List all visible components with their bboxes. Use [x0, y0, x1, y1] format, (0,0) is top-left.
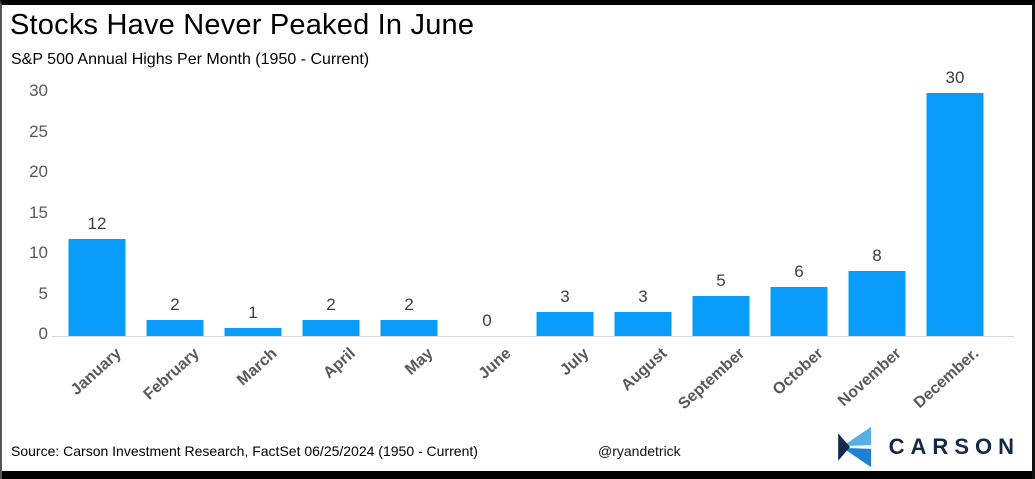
x-axis-label: June: [475, 345, 515, 383]
carson-logo-icon: [837, 426, 871, 468]
bar-value-label: 3: [560, 286, 570, 306]
chart-subtitle: S&P 500 Annual Highs Per Month (1950 - C…: [11, 51, 370, 68]
bottom-black-bar: [2, 471, 1032, 479]
x-axis-line: [52, 336, 1014, 337]
bar-september: [692, 295, 750, 336]
x-axis-label: February: [140, 345, 203, 404]
bar-march: [224, 327, 282, 336]
bar-december: [926, 93, 984, 336]
bar-july: [536, 311, 594, 336]
bar-slot: 2 February: [136, 93, 214, 403]
y-tick-label: 0: [38, 324, 48, 343]
bar-slot: 8 November: [835, 93, 916, 410]
y-tick-label: 25: [29, 121, 48, 141]
twitter-handle: @ryandetrick: [598, 443, 681, 459]
bar-slot: 2 April: [292, 93, 370, 382]
y-axis: 0 5 10 15 20 25 30: [2, 81, 50, 343]
y-tick-label: 20: [29, 162, 48, 181]
chart-title: Stocks Have Never Peaked In June: [10, 9, 475, 41]
bar-slot: 1 March: [214, 93, 292, 389]
bar-slot: 6 October: [760, 93, 838, 399]
x-axis-label: August: [618, 345, 671, 395]
bar-value-label: 2: [404, 294, 414, 314]
bar-january: [68, 238, 126, 336]
x-axis-label: October: [769, 345, 827, 399]
bar-value-label: 12: [87, 213, 107, 233]
bar-april: [302, 319, 360, 336]
bar-value-label: 8: [872, 246, 882, 266]
bar-slot: 0 June: [448, 93, 526, 383]
x-axis-label: May: [401, 345, 437, 379]
x-axis-label: April: [319, 345, 359, 383]
y-tick-label: 30: [29, 81, 48, 100]
bar-may: [380, 319, 438, 336]
source-text: Source: Carson Investment Research, Fact…: [11, 443, 478, 459]
bar-slot: 12 January: [58, 93, 136, 399]
bar-value-label: 6: [794, 262, 804, 282]
plot-area: 12 January 2 February 1 March 2 April 2 May 0 June 3…: [58, 68, 994, 413]
y-tick-label: 15: [29, 202, 48, 222]
bar-value-label: 5: [716, 270, 726, 290]
y-tick-label: 10: [29, 243, 48, 262]
bar-february: [146, 319, 204, 336]
x-axis-label: September: [675, 345, 749, 413]
x-axis-label: January: [67, 345, 125, 399]
x-axis-label: November: [834, 345, 905, 410]
y-tick-label: 5: [38, 283, 48, 303]
bar-slot: 2 May: [370, 93, 448, 378]
carson-logo: CARSON: [835, 425, 1020, 469]
bar-october: [770, 287, 828, 336]
bar-november: [848, 271, 906, 336]
x-axis-label: July: [557, 345, 593, 380]
carson-logo-text: CARSON: [888, 434, 1020, 459]
x-axis-label: March: [233, 345, 281, 390]
bar-value-label: 2: [170, 294, 180, 314]
bar-slot: 3 July: [526, 93, 604, 379]
x-axis-label: December.: [910, 345, 983, 412]
bar-value-label: 1: [248, 302, 258, 322]
bar-value-label: 3: [638, 286, 648, 306]
bar-slot: 30 December.: [911, 68, 994, 412]
bar-value-label: 2: [326, 294, 336, 314]
bar-value-label: 30: [945, 68, 965, 87]
bar-august: [614, 311, 672, 336]
bar-value-label: 0: [482, 311, 492, 330]
bar-slot: 3 August: [604, 93, 682, 395]
bar-slot: 5 September: [676, 93, 760, 413]
